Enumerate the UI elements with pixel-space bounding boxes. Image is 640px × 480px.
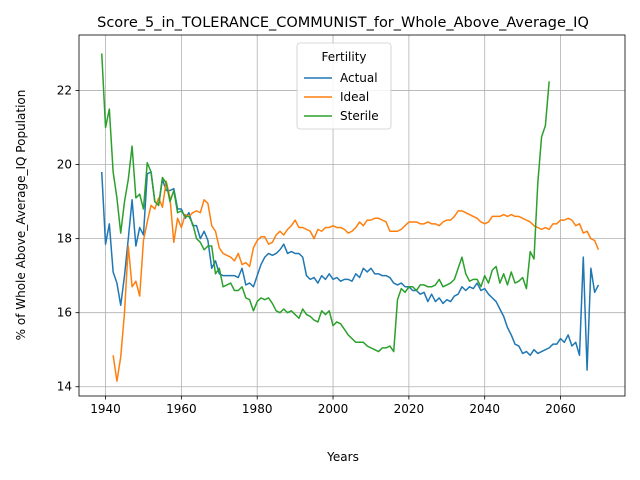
y-tick-label: 20 — [57, 158, 72, 172]
series-line-sterile — [101, 53, 550, 353]
y-tick-label: 22 — [57, 84, 72, 98]
series-line-ideal — [112, 180, 600, 382]
grid — [79, 35, 625, 396]
x-tick-label: 1980 — [242, 402, 273, 416]
y-tick-label: 16 — [57, 306, 72, 320]
y-tick-label: 18 — [57, 232, 72, 246]
x-tick-label: 2000 — [318, 402, 349, 416]
series-layer — [101, 53, 600, 382]
chart-title: Score_5_in_TOLERANCE_COMMUNIST_for_Whole… — [97, 15, 589, 31]
legend-label-sterile: Sterile — [340, 109, 379, 123]
legend-box — [296, 42, 392, 130]
y-tick-label: 14 — [57, 380, 72, 394]
plot-frame — [78, 34, 626, 397]
y-axis-label: % of Whole Above_Average_IQ Population — [14, 90, 28, 341]
legend: Fertility Actual Ideal Sterile — [296, 42, 392, 130]
x-axis-label: Years — [326, 450, 359, 464]
legend-items: Actual Ideal Sterile — [304, 71, 379, 123]
x-tick-label: 1940 — [90, 402, 121, 416]
legend-label-actual: Actual — [340, 71, 378, 85]
x-tick-label: 2040 — [469, 402, 500, 416]
x-ticks: 1940 1960 1980 2000 2020 2040 2060 — [90, 396, 576, 416]
legend-title: Fertility — [321, 50, 366, 64]
x-tick-label: 1960 — [166, 402, 197, 416]
x-tick-label: 2020 — [394, 402, 425, 416]
x-tick-label: 2060 — [545, 402, 576, 416]
y-ticks: 14 16 18 20 22 — [57, 84, 79, 394]
legend-label-ideal: Ideal — [340, 90, 369, 104]
